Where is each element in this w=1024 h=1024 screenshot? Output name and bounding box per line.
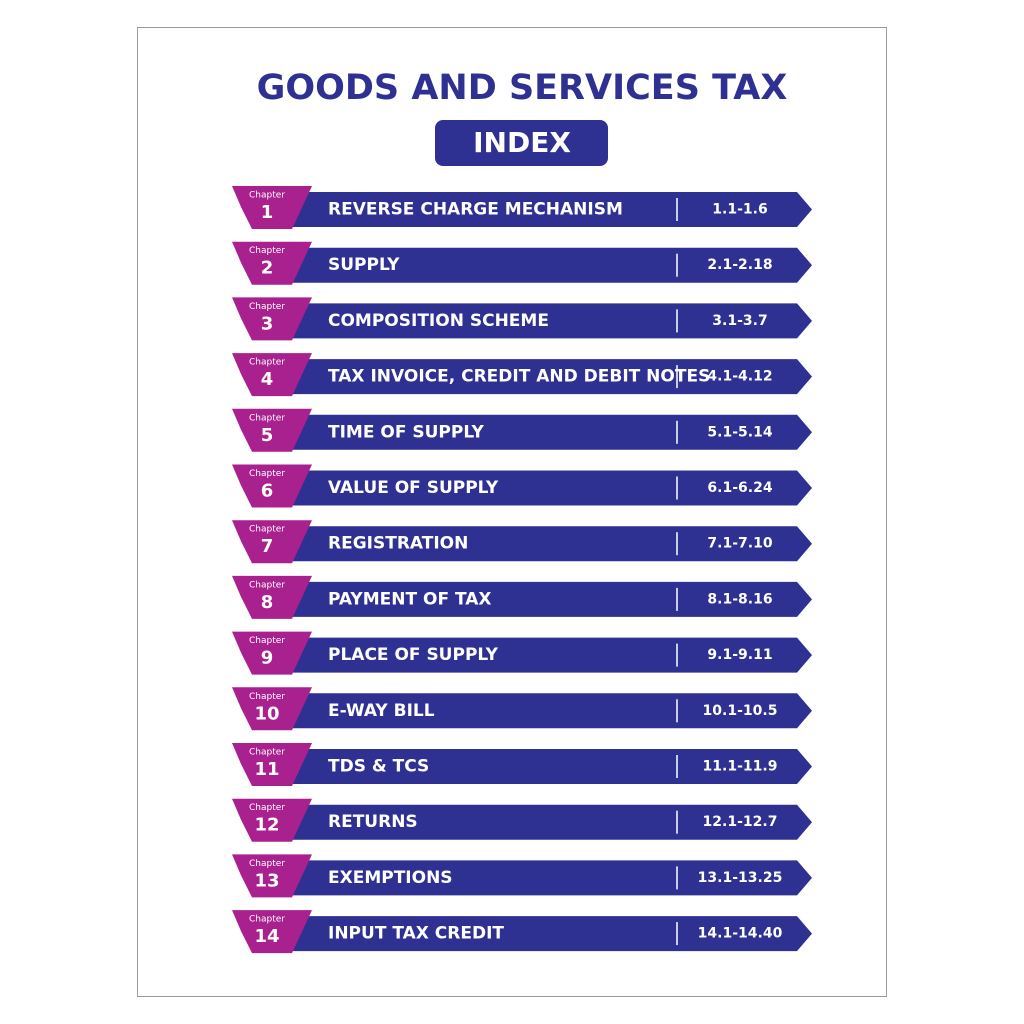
chapter-bar	[290, 470, 812, 506]
chapter-range: 1.1-1.6	[712, 202, 767, 218]
page-frame	[137, 27, 887, 997]
chapter-label: Chapter	[249, 748, 285, 758]
chapter-range: 12.1-12.7	[703, 814, 778, 830]
chapter-badge	[232, 297, 312, 341]
chapter-label: Chapter	[249, 191, 285, 201]
chapter-number: 2	[261, 258, 274, 279]
chapter-label: Chapter	[249, 302, 285, 312]
chapter-badge	[232, 631, 312, 675]
chapter-badge	[232, 743, 312, 786]
chapter-range: 9.1-9.11	[707, 647, 772, 663]
chapter-bar	[290, 916, 812, 952]
chapter-badge	[232, 464, 312, 508]
chapter-number: 9	[261, 648, 274, 669]
chapter-bar	[290, 247, 812, 283]
chapter-badge	[232, 186, 312, 229]
chapter-title: REVERSE CHARGE MECHANISM	[328, 200, 623, 220]
chapter-range: 3.1-3.7	[712, 313, 767, 329]
chapter-title: INPUT TAX CREDIT	[328, 924, 504, 944]
chapter-range: 13.1-13.25	[698, 870, 783, 886]
chapter-bar	[290, 637, 812, 673]
chapter-range: 4.1-4.12	[707, 369, 772, 385]
chapter-range: 2.1-2.18	[707, 257, 772, 273]
chapter-bar	[290, 526, 812, 562]
chapter-number: 8	[261, 592, 274, 613]
chapter-bar	[290, 693, 812, 729]
chapter-label: Chapter	[249, 580, 285, 590]
chapter-range: 7.1-7.10	[707, 536, 772, 552]
chapter-label: Chapter	[249, 413, 285, 423]
chapter-label: Chapter	[249, 915, 285, 925]
chapter-bar	[290, 192, 812, 227]
chapter-title: E-WAY BILL	[328, 701, 435, 721]
chapter-badge	[232, 575, 312, 619]
chapter-bar	[290, 359, 812, 395]
chapter-bar	[290, 804, 812, 840]
chapter-badge	[232, 687, 312, 731]
chapter-title: EXEMPTIONS	[328, 868, 453, 888]
chapter-title: RETURNS	[328, 812, 418, 832]
chapter-badge	[232, 910, 312, 954]
chapter-bar	[290, 581, 812, 617]
chapter-range: 5.1-5.14	[707, 424, 772, 440]
chapter-title: TIME OF SUPPLY	[328, 422, 485, 442]
chapter-bar	[290, 860, 812, 896]
chapter-badge	[232, 408, 312, 452]
chapter-number: 12	[254, 815, 279, 836]
chapter-title: VALUE OF SUPPLY	[328, 478, 499, 498]
chapter-range: 11.1-11.9	[703, 759, 778, 775]
chapter-bar	[290, 303, 812, 339]
chapter-label: Chapter	[249, 859, 285, 869]
chapter-label: Chapter	[249, 803, 285, 813]
chapter-title: TDS & TCS	[328, 757, 429, 777]
chapter-range: 14.1-14.40	[698, 926, 783, 942]
chapter-number: 10	[254, 703, 279, 724]
chapter-label: Chapter	[249, 246, 285, 256]
chapter-number: 3	[261, 313, 274, 334]
chapter-label: Chapter	[249, 692, 285, 702]
index-label: INDEX	[473, 126, 571, 159]
chapter-title: REGISTRATION	[328, 534, 468, 554]
chapter-badge	[232, 353, 312, 397]
chapter-badge	[232, 241, 312, 285]
chapter-bar	[290, 749, 812, 784]
chapter-bar	[290, 414, 812, 450]
chapter-number: 7	[261, 536, 274, 557]
chapter-title: COMPOSITION SCHEME	[328, 311, 549, 331]
chapter-badge	[232, 854, 312, 898]
chapter-label: Chapter	[249, 636, 285, 646]
title: GOODS AND SERVICES TAX	[257, 68, 788, 108]
chapter-title: PAYMENT OF TAX	[328, 589, 492, 609]
chapter-range: 8.1-8.16	[707, 591, 772, 607]
chapter-number: 6	[261, 481, 274, 502]
chapter-number: 5	[261, 425, 274, 446]
chapter-number: 4	[261, 369, 274, 390]
chapter-range: 6.1-6.24	[707, 480, 772, 496]
chapter-number: 1	[261, 202, 274, 223]
chapter-label: Chapter	[249, 358, 285, 368]
chapter-number: 11	[254, 759, 279, 780]
chapter-number: 13	[254, 870, 279, 891]
chapter-label: Chapter	[249, 469, 285, 479]
chapter-title: SUPPLY	[328, 255, 400, 275]
chapter-badge	[232, 520, 312, 564]
chapter-badge	[232, 798, 312, 842]
chapter-range: 10.1-10.5	[703, 703, 778, 719]
chapter-title: PLACE OF SUPPLY	[328, 645, 499, 665]
chapter-label: Chapter	[249, 525, 285, 535]
index-badge	[435, 120, 608, 166]
chapter-title: TAX INVOICE, CREDIT AND DEBIT NOTES	[328, 367, 710, 387]
chapter-number: 14	[254, 926, 279, 947]
